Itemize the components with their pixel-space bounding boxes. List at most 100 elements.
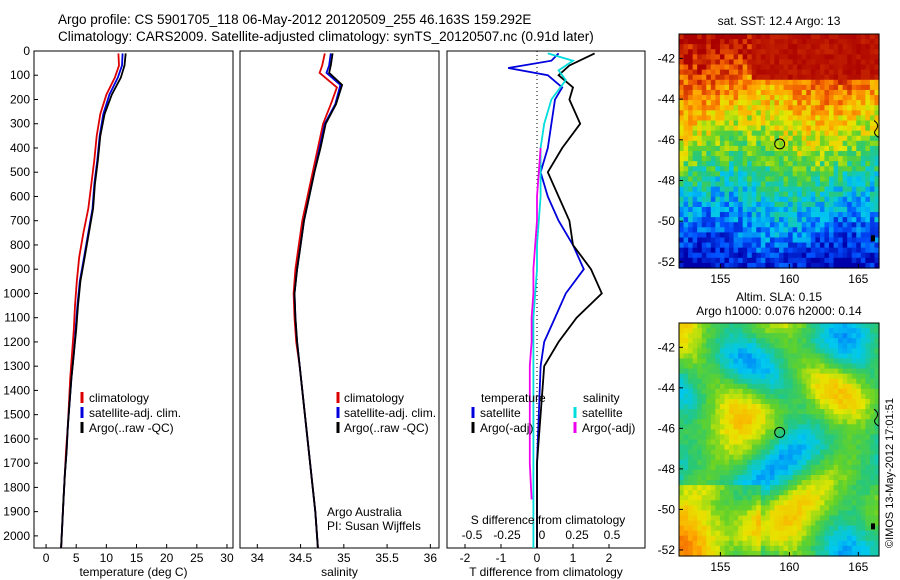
map-cell — [824, 64, 830, 71]
map-cell — [860, 525, 866, 532]
map-cell — [742, 161, 748, 167]
map-cell — [819, 156, 826, 162]
map-cell — [706, 328, 712, 334]
map-cell — [819, 49, 826, 55]
map-cell — [869, 343, 876, 349]
map-cell — [724, 338, 730, 344]
map-cell — [779, 449, 785, 456]
map-cell — [797, 328, 803, 334]
map-cell — [710, 247, 716, 254]
map-cell — [856, 434, 862, 441]
map-cell — [742, 480, 748, 486]
map-cell — [747, 530, 753, 537]
map-cell — [819, 358, 826, 365]
map-cell — [751, 393, 757, 400]
map-cell — [856, 242, 862, 249]
map-cell — [856, 89, 862, 96]
map-cell — [874, 550, 880, 557]
map-cell — [788, 34, 794, 40]
map-cell — [860, 333, 866, 339]
map-cell — [729, 500, 735, 506]
map-cell — [733, 449, 739, 456]
map-cell — [751, 454, 757, 461]
map-cell — [860, 186, 866, 193]
map-cell — [847, 480, 853, 486]
map-cell — [869, 459, 876, 466]
map-cell — [779, 469, 785, 476]
map-cell — [679, 44, 685, 50]
map-cell — [738, 464, 744, 471]
map-cell — [810, 495, 816, 501]
map-cell — [829, 135, 835, 142]
map-cell — [760, 429, 766, 436]
map-cell — [851, 490, 857, 496]
map-cell — [683, 100, 689, 106]
map-cell — [838, 44, 844, 50]
map-cell — [801, 383, 807, 390]
map-cell — [806, 156, 812, 162]
map-cell — [788, 368, 794, 375]
map-cell — [729, 490, 735, 496]
map-cell — [710, 373, 716, 380]
map-cell — [801, 545, 807, 552]
map-cell — [788, 105, 794, 111]
map-cell — [842, 500, 848, 506]
map-cell — [851, 545, 857, 552]
map-cell — [747, 64, 753, 71]
map-cell — [769, 500, 776, 506]
map-cell — [742, 110, 748, 116]
map-cell — [819, 84, 826, 91]
map-cell — [815, 135, 821, 142]
map-cell — [733, 206, 739, 213]
map-cell — [842, 444, 848, 451]
map-cell — [719, 409, 726, 415]
map-cell — [801, 89, 807, 96]
map-cell — [697, 373, 703, 380]
map-cell — [679, 444, 685, 451]
map-cell — [833, 419, 839, 425]
map-cell — [706, 44, 712, 50]
map-cell — [756, 490, 762, 496]
map-cell — [865, 520, 871, 527]
map-cell — [824, 161, 830, 167]
map-cell — [810, 201, 816, 208]
map-cell — [738, 95, 744, 101]
map-cell — [869, 434, 876, 441]
map-cell — [679, 89, 685, 96]
map-cell — [815, 176, 821, 183]
map-cell — [683, 125, 689, 132]
map-cell — [774, 469, 780, 476]
map-cell — [738, 500, 744, 506]
map-cell — [738, 242, 744, 249]
map-cell — [874, 535, 880, 542]
map-cell — [747, 414, 753, 420]
map-cell — [810, 151, 816, 157]
map-cell — [683, 520, 689, 527]
map-cell — [856, 363, 862, 370]
map-cell — [710, 358, 716, 365]
map-cell — [851, 49, 857, 55]
map-cell — [815, 353, 821, 360]
map-cell — [719, 151, 726, 157]
map-cell — [792, 161, 798, 167]
map-cell — [856, 212, 862, 218]
map-cell — [724, 353, 730, 360]
map-cell — [756, 409, 762, 415]
map-cell — [860, 105, 866, 111]
map-cell — [869, 449, 876, 456]
map-cell — [801, 130, 807, 137]
map-cell — [729, 151, 735, 157]
map-cell — [815, 227, 821, 233]
map-cell — [801, 495, 807, 501]
map-cell — [869, 378, 876, 385]
map-cell — [774, 358, 780, 365]
map-cell — [724, 368, 730, 375]
map-cell — [815, 232, 821, 239]
map-cell — [710, 510, 716, 517]
map-cell — [847, 490, 853, 496]
map-cell — [874, 89, 880, 96]
map-cell — [810, 424, 816, 430]
map-cell — [751, 64, 757, 71]
map-cell — [851, 262, 857, 269]
map-cell — [769, 247, 776, 254]
